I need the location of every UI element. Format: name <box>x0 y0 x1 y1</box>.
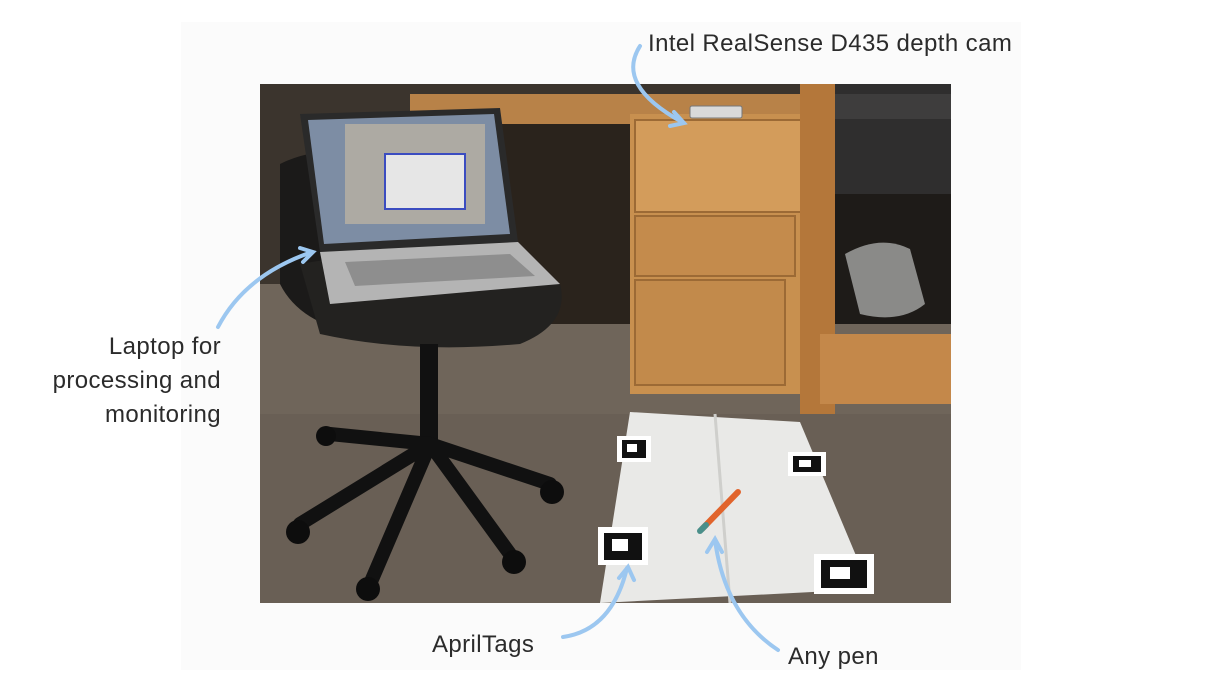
pen-tip <box>697 522 709 534</box>
drawer-bottom <box>634 279 786 386</box>
drawer-middle <box>634 215 796 277</box>
chair-base <box>293 427 557 591</box>
apriltag-top-right <box>788 452 826 476</box>
pen-arrow-head <box>705 534 724 554</box>
laptop-arrow <box>216 250 314 329</box>
camera-arrow <box>631 44 684 124</box>
chair-wheel <box>540 480 564 504</box>
laptop-label: Laptop for processing and monitoring <box>52 333 221 428</box>
setup-photo-drawing <box>260 84 951 603</box>
under-bed-bag <box>845 242 925 318</box>
camera-label: Intel RealSense D435 depth cam <box>648 30 1013 57</box>
apriltags-label: AprilTags <box>432 631 535 658</box>
laptop-keyboard <box>345 254 535 286</box>
apriltags-arrow-head <box>617 563 636 582</box>
chair-wheel <box>286 520 310 544</box>
pen-label: Any pen <box>788 643 879 670</box>
screen-detection-box <box>384 153 466 210</box>
pen-arrow <box>713 538 780 652</box>
apriltags-arrow <box>561 566 629 639</box>
laptop-arrow-head <box>298 246 317 264</box>
apriltag-bottom-left <box>598 527 648 565</box>
chair-stem <box>420 344 438 454</box>
chair-wheel <box>356 577 380 601</box>
chair-wheel <box>502 550 526 574</box>
camera-arrow-head <box>668 110 688 128</box>
chair-wheel <box>316 426 336 446</box>
apriltag-bottom-right <box>814 554 874 594</box>
depth-camera <box>689 105 743 119</box>
apriltag-top-left <box>617 436 651 462</box>
bed-drawer <box>820 334 951 404</box>
setup-photo <box>260 84 951 603</box>
bed-blanket <box>835 94 951 119</box>
